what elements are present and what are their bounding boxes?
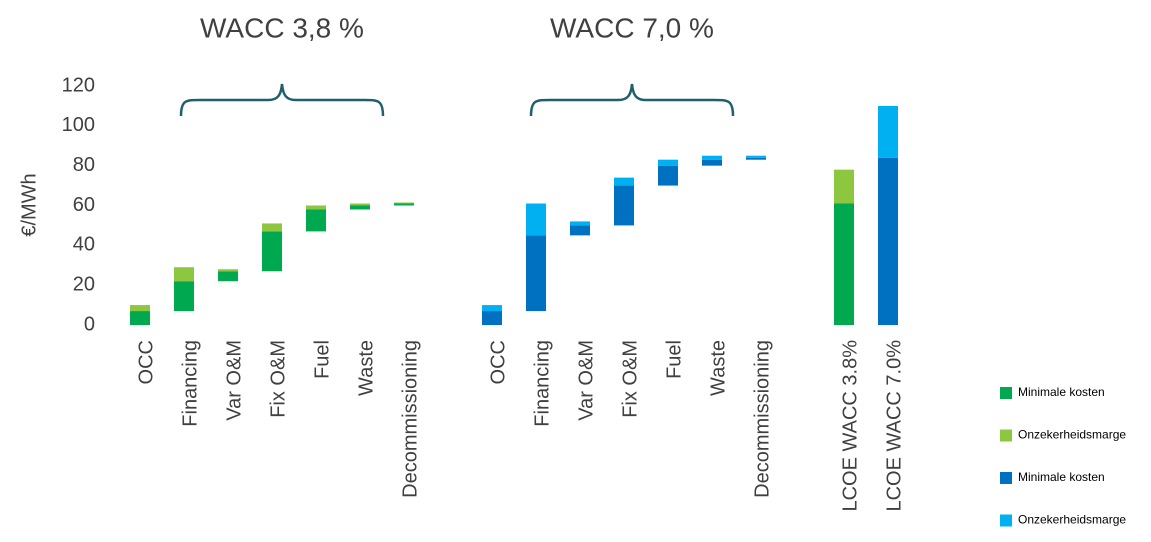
bar-segment <box>878 157 898 325</box>
bar-segment <box>746 157 766 160</box>
bar-segment <box>262 223 282 232</box>
y-tick-label: 80 <box>73 154 95 176</box>
bar-segment <box>306 205 326 210</box>
bar-segment <box>658 159 678 166</box>
legend-swatch <box>1000 472 1012 484</box>
bar-segment <box>306 209 326 232</box>
x-tick-label: Fix O&M <box>619 340 641 418</box>
bar-segment <box>482 311 502 325</box>
bar-segment <box>262 231 282 272</box>
bar-segment <box>702 155 722 160</box>
bar-segment <box>834 169 854 204</box>
x-tick-label: LCOE WACC 7.0% <box>883 340 905 512</box>
bar-segment <box>130 311 150 325</box>
x-tick-label: Fix O&M <box>267 340 289 418</box>
legend-label: Onzekerheidsmarge <box>1018 513 1126 527</box>
bar-segment <box>526 203 546 236</box>
y-tick-label: 120 <box>62 74 95 96</box>
x-tick-label: OCC <box>487 340 509 384</box>
x-tick-label: Var O&M <box>223 340 245 421</box>
legend-label: Minimale kosten <box>1018 470 1105 484</box>
x-tick-label: Fuel <box>311 340 333 379</box>
bar-segment <box>350 203 370 206</box>
y-tick-label: 20 <box>73 273 95 295</box>
bar-segment <box>614 177 634 186</box>
legend-swatch <box>1000 514 1012 527</box>
legend-swatch <box>1000 387 1012 399</box>
x-tick-label: Var O&M <box>575 340 597 421</box>
bar-segment <box>394 203 414 206</box>
bar-segment <box>570 221 590 226</box>
y-tick-label: 100 <box>62 114 95 136</box>
bar-segment <box>218 269 238 272</box>
group-title: WACC 3,8 % <box>200 12 364 43</box>
x-tick-label: Financing <box>531 340 553 427</box>
x-tick-label: Decommissioning <box>751 340 773 498</box>
legend-label: Onzekerheidsmarge <box>1018 428 1126 442</box>
bar-segment <box>702 159 722 166</box>
bar-segment <box>834 203 854 325</box>
bracket <box>529 83 735 117</box>
x-tick-label: Waste <box>355 340 377 396</box>
bar-segment <box>174 267 194 282</box>
x-tick-label: Waste <box>707 340 729 396</box>
bar-segment <box>614 185 634 226</box>
bar-segment <box>130 305 150 312</box>
y-tick-label: 0 <box>84 313 95 335</box>
x-tick-label: Fuel <box>663 340 685 379</box>
bar-segment <box>482 305 502 312</box>
bar-segment <box>878 105 898 158</box>
bar-segment <box>218 271 238 282</box>
x-tick-label: Decommissioning <box>399 340 421 498</box>
x-tick-label: OCC <box>135 340 157 384</box>
y-tick-label: 60 <box>73 194 95 216</box>
x-tick-label: LCOE WACC 3.8% <box>839 340 861 512</box>
legend-label: Minimale kosten <box>1018 385 1105 399</box>
bar-segment <box>658 165 678 186</box>
bracket <box>179 83 385 117</box>
bar-segment <box>394 202 414 204</box>
legend-swatch <box>1000 429 1012 442</box>
bar-segment <box>526 235 546 312</box>
x-tick-label: Financing <box>179 340 201 427</box>
bar-segment <box>174 281 194 312</box>
bar-segment <box>746 155 766 158</box>
bar-segment <box>350 205 370 210</box>
y-axis-label: €/MWh <box>18 173 40 236</box>
bar-segment <box>570 225 590 236</box>
y-tick-label: 40 <box>73 234 95 256</box>
group-title: WACC 7,0 % <box>550 12 714 43</box>
